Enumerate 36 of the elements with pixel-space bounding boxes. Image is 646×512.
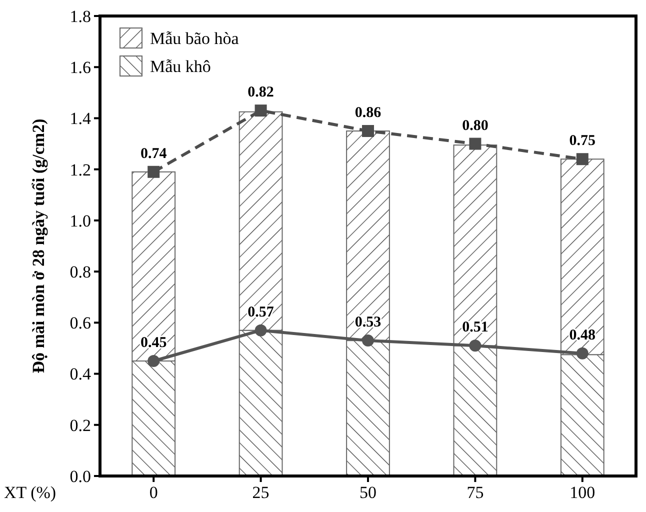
text: 0.6	[70, 314, 91, 333]
bar	[453, 345, 498, 476]
x-tick-label: 50	[360, 483, 376, 502]
annotation: 0.75	[569, 133, 596, 150]
text: 0.0	[70, 466, 91, 486]
point	[362, 125, 374, 137]
point	[469, 138, 482, 150]
annotation: 0.86	[354, 105, 382, 121]
point	[254, 324, 267, 336]
text: 1.4	[70, 109, 91, 128]
annotation: 0.74	[140, 146, 168, 162]
text: 1.0	[70, 211, 91, 230]
annotation: 0.82	[248, 84, 274, 101]
text: 1.2	[70, 160, 91, 180]
bar	[453, 144, 498, 346]
annotation: 0.80	[462, 118, 488, 134]
x-tick-label: 75	[466, 483, 484, 502]
point	[254, 104, 267, 117]
x-tick-label: 25	[252, 483, 270, 502]
x-tick-label: 100	[570, 483, 596, 502]
legend-label: Mẫu khô	[150, 56, 211, 76]
text: 0.2	[70, 416, 91, 435]
text: 1.8	[70, 6, 91, 26]
text: 0.4	[70, 364, 91, 384]
point	[148, 355, 160, 367]
text: 0.8	[70, 262, 91, 282]
point	[148, 166, 160, 178]
x-tick-label: 0	[149, 483, 158, 502]
point	[469, 340, 482, 352]
legend-label: Mẫu bão hòa	[150, 28, 240, 48]
x-axis-title: XT (%)	[4, 483, 56, 502]
point	[576, 153, 588, 166]
text: 1.6	[70, 58, 91, 78]
y-axis-title: Độ mài mòn ở 28 ngày tuổi (g/cm2)	[29, 118, 48, 374]
point	[576, 347, 588, 360]
point	[362, 334, 374, 347]
